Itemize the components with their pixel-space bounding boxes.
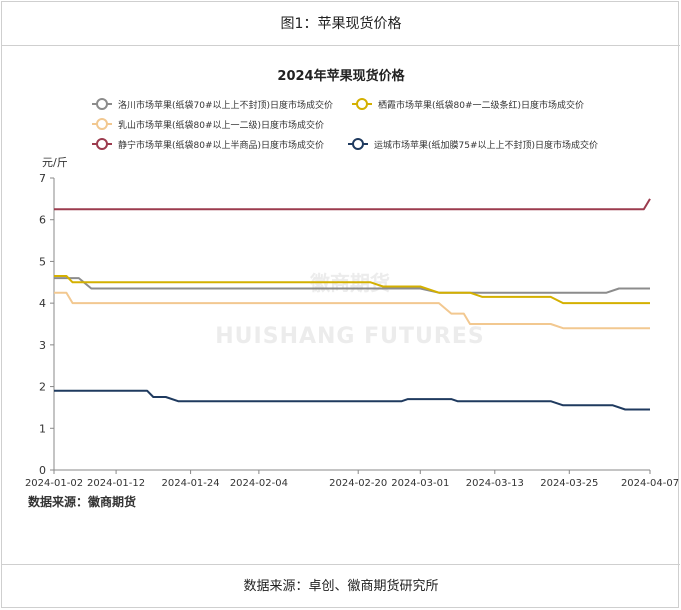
legend: 洛川市场苹果(纸袋70#以上上不封顶)日度市场成交价 栖霞市场苹果(纸袋80#一二… — [92, 98, 598, 151]
y-tick-label: 6 — [39, 214, 46, 227]
x-tick-label: 2024-03-13 — [466, 478, 524, 489]
source-note: 数据来源：徽商期货 — [28, 494, 136, 509]
x-tick-label: 2024-02-04 — [230, 478, 288, 489]
legend-swatch-marker — [356, 98, 368, 110]
series-layer — [54, 198, 651, 411]
legend-item-4: 静宁市场苹果(纸袋80#以上半商品)日度市场成交价 — [92, 138, 324, 151]
axes: 元/斤 0 1 2 3 4 5 6 7 2024-01-02 2024-01-12 2024-01-2… — [25, 156, 679, 489]
legend-swatch-marker — [96, 138, 108, 150]
series-line-5 — [54, 389, 650, 411]
x-tick-label: 2024-03-01 — [391, 478, 449, 489]
legend-swatch-marker — [352, 138, 364, 150]
legend-item-5: 运城市场苹果(纸加膜75#以上上不封顶)日度市场成交价 — [348, 138, 598, 151]
legend-item-3: 乳山市场苹果(纸袋80#以上一二级)日度市场成交价 — [92, 118, 324, 131]
x-tick-label: 2024-04-07 — [621, 478, 679, 489]
x-tick-label: 2024-01-24 — [162, 478, 220, 489]
legend-label: 乳山市场苹果(纸袋80#以上一二级)日度市场成交价 — [118, 119, 324, 131]
legend-label: 洛川市场苹果(纸袋70#以上上不封顶)日度市场成交价 — [118, 99, 333, 111]
legend-label: 运城市场苹果(纸加膜75#以上上不封顶)日度市场成交价 — [374, 139, 598, 151]
y-tick-label: 4 — [39, 297, 46, 310]
source-footer: 数据来源：卓创、徽商期货研究所 — [2, 564, 680, 608]
chart-title: 2024年苹果现货价格 — [277, 68, 405, 84]
y-tick-label: 0 — [39, 464, 46, 477]
price-chart: 2024年苹果现货价格 洛川市场苹果(纸袋70#以上上不封顶)日度市场成交价 栖霞… — [25, 68, 679, 509]
legend-label: 静宁市场苹果(纸袋80#以上半商品)日度市场成交价 — [118, 139, 324, 151]
y-tick-label: 5 — [39, 255, 46, 268]
legend-item-1: 洛川市场苹果(纸袋70#以上上不封顶)日度市场成交价 — [92, 98, 333, 111]
legend-swatch-marker — [96, 98, 108, 110]
y-tick-label: 2 — [39, 381, 46, 394]
x-tick-label: 2024-02-20 — [329, 478, 387, 489]
y-axis-label: 元/斤 — [42, 156, 68, 169]
y-tick-label: 7 — [39, 172, 46, 185]
series-line-3 — [54, 291, 650, 330]
x-tick-label: 2024-01-02 — [25, 478, 83, 489]
figure-title: 图1：苹果现货价格 — [2, 2, 680, 46]
y-tick-label: 1 — [39, 422, 46, 435]
legend-item-2: 栖霞市场苹果(纸袋80#一二级条红)日度市场成交价 — [352, 98, 584, 111]
legend-swatch-marker — [96, 118, 108, 130]
series-line-2 — [54, 275, 650, 305]
x-tick-label: 2024-03-25 — [540, 478, 598, 489]
watermark-en: HUISHANG FUTURES — [215, 324, 484, 349]
y-tick-label: 3 — [39, 339, 46, 352]
x-tick-label: 2024-01-12 — [87, 478, 145, 489]
legend-label: 栖霞市场苹果(纸袋80#一二级条红)日度市场成交价 — [378, 99, 584, 111]
series-line-4 — [54, 198, 651, 211]
